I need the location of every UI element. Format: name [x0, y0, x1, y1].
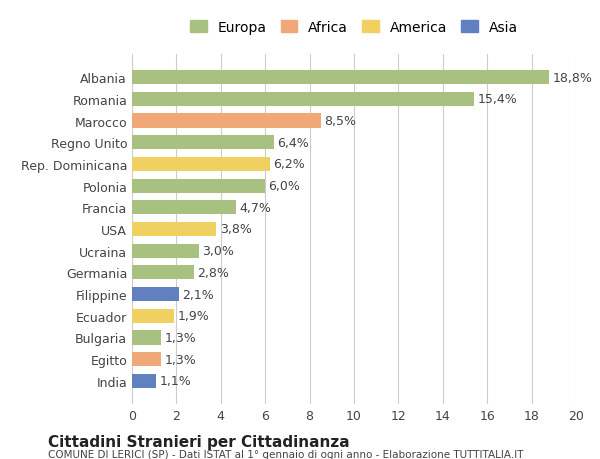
Bar: [132, 93, 474, 106]
Text: COMUNE DI LERICI (SP) - Dati ISTAT al 1° gennaio di ogni anno - Elaborazione TUT: COMUNE DI LERICI (SP) - Dati ISTAT al 1°…: [48, 449, 523, 459]
Text: 1,3%: 1,3%: [164, 353, 196, 366]
Bar: [132, 374, 157, 388]
Text: 6,0%: 6,0%: [269, 180, 301, 193]
Bar: [132, 71, 550, 85]
Text: 1,9%: 1,9%: [178, 310, 209, 323]
Bar: [132, 287, 179, 302]
Bar: [132, 330, 161, 345]
Bar: [132, 244, 199, 258]
Text: 15,4%: 15,4%: [477, 93, 517, 106]
Bar: [132, 266, 194, 280]
Bar: [132, 114, 321, 129]
Text: 2,8%: 2,8%: [197, 266, 229, 279]
Text: 3,0%: 3,0%: [202, 245, 234, 257]
Text: 8,5%: 8,5%: [324, 115, 356, 128]
Legend: Europa, Africa, America, Asia: Europa, Africa, America, Asia: [186, 17, 522, 39]
Bar: [132, 309, 174, 323]
Text: 1,3%: 1,3%: [164, 331, 196, 344]
Bar: [132, 157, 269, 172]
Text: 4,7%: 4,7%: [239, 202, 272, 214]
Bar: [132, 353, 161, 366]
Bar: [132, 223, 217, 236]
Text: 6,4%: 6,4%: [277, 136, 309, 149]
Text: 1,1%: 1,1%: [160, 375, 191, 387]
Bar: [132, 136, 274, 150]
Bar: [132, 201, 236, 215]
Text: Cittadini Stranieri per Cittadinanza: Cittadini Stranieri per Cittadinanza: [48, 434, 350, 449]
Text: 18,8%: 18,8%: [553, 72, 593, 84]
Bar: [132, 179, 265, 193]
Text: 2,1%: 2,1%: [182, 288, 214, 301]
Text: 3,8%: 3,8%: [220, 223, 251, 236]
Text: 6,2%: 6,2%: [273, 158, 305, 171]
